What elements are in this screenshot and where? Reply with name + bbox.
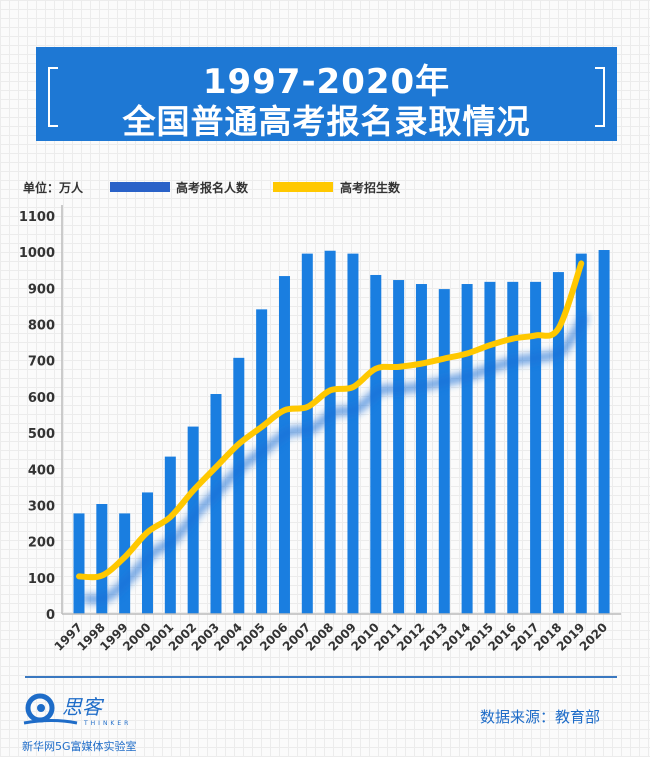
svg-text:THINKER: THINKER — [83, 720, 131, 727]
bar-2008 — [324, 250, 336, 614]
bar-2001 — [164, 456, 176, 614]
y-tick-label: 100 — [28, 572, 55, 587]
title-banner: 1997-2020年 全国普通高考报名录取情况 — [36, 47, 617, 141]
bar-2011 — [393, 280, 405, 614]
legend-label-applicants: 高考报名人数 — [176, 180, 249, 195]
y-tick-label: 200 — [28, 536, 55, 551]
y-tick-label: 300 — [28, 499, 55, 514]
y-tick-label: 800 — [28, 319, 55, 334]
legend-swatch-applicants — [110, 182, 170, 192]
bar-2004 — [233, 357, 245, 614]
legend-label-admissions: 高考招生数 — [340, 180, 401, 195]
thinker-logo: 思客 THINKER — [23, 693, 131, 727]
admissions-line — [76, 260, 585, 581]
bar-2016 — [507, 281, 519, 614]
y-tick-label: 1000 — [19, 246, 55, 261]
y-tick-label: 0 — [46, 608, 55, 623]
right-bracket-decoration — [595, 67, 605, 127]
bar-1999 — [119, 513, 131, 614]
bar-1998 — [96, 504, 108, 614]
bar-2018 — [552, 272, 564, 614]
bar-2010 — [370, 274, 382, 614]
y-tick-label: 400 — [28, 463, 55, 478]
bar-2014 — [461, 284, 473, 614]
bar-2006 — [278, 276, 290, 614]
line-shadow-decoration — [82, 312, 590, 604]
bar-2019 — [575, 253, 587, 614]
y-tick-label: 700 — [28, 355, 55, 370]
legend-swatch-admissions — [273, 182, 333, 192]
unit-label: 单位：万人 — [23, 180, 84, 195]
footer-divider — [25, 676, 617, 678]
bar-2012 — [415, 284, 427, 614]
bar-2015 — [484, 281, 496, 614]
svg-text:思客: 思客 — [62, 695, 105, 719]
bar-2017 — [530, 281, 542, 614]
bar-2020 — [598, 250, 610, 614]
title-line-2: 全国普通高考报名录取情况 — [122, 102, 531, 141]
organization-label: 新华网5G富媒体实验室 — [22, 740, 137, 753]
y-tick-label: 500 — [28, 427, 55, 442]
y-tick-label: 600 — [28, 391, 55, 406]
data-source: 数据来源：教育部 — [479, 708, 600, 726]
bar-2009 — [347, 253, 359, 614]
y-tick-label: 1100 — [19, 210, 55, 225]
y-tick-label: 900 — [28, 282, 55, 297]
bar-1997 — [73, 513, 85, 614]
left-bracket-decoration — [48, 67, 58, 127]
bar-2013 — [438, 289, 450, 614]
bar-2003 — [210, 394, 222, 614]
title-line-1: 1997-2020年 — [202, 62, 451, 102]
bar-2005 — [256, 309, 268, 614]
